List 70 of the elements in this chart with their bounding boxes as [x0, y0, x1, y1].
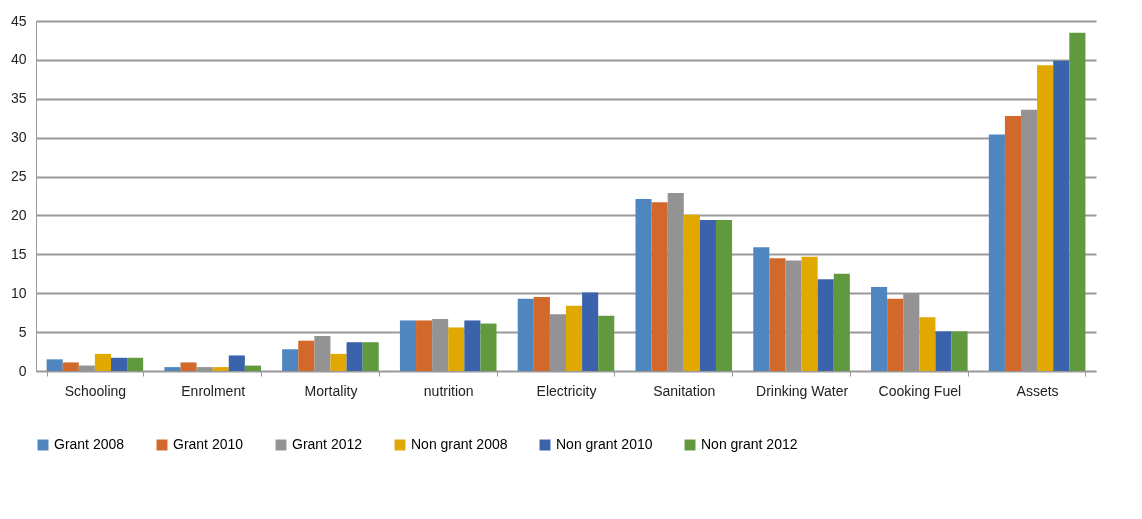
- bar: [244, 365, 261, 371]
- bar: [127, 357, 144, 371]
- bar: [180, 362, 197, 371]
- bar: [448, 327, 465, 371]
- bar: [598, 315, 615, 371]
- bar: [480, 323, 497, 371]
- bar: [951, 331, 968, 371]
- bar: [416, 320, 433, 371]
- y-tick-label: 25: [10, 168, 27, 185]
- bar: [282, 349, 299, 371]
- bar: [699, 220, 716, 371]
- bar: [683, 214, 700, 371]
- bar: [817, 279, 834, 371]
- legend-label: Grant 2012: [292, 436, 363, 452]
- bar: [753, 247, 770, 371]
- bar: [228, 355, 245, 371]
- bar: [362, 342, 379, 371]
- bar: [871, 287, 888, 371]
- bar: [533, 297, 550, 371]
- bar: [919, 317, 936, 371]
- bar: [110, 357, 128, 371]
- x-tick-label: Drinking Water: [756, 382, 849, 399]
- bar: [887, 298, 904, 371]
- legend-label: Grant 2008: [54, 436, 125, 452]
- bar: [769, 258, 786, 371]
- bar: [833, 273, 850, 371]
- bar: [1053, 60, 1070, 371]
- x-tick-label: Assets: [1016, 382, 1059, 399]
- x-tick-label: Enrolment: [181, 382, 246, 399]
- bar: [1004, 115, 1022, 371]
- bar: [582, 292, 599, 371]
- bar: [464, 320, 481, 371]
- bar: [330, 353, 347, 371]
- bar: [346, 342, 363, 371]
- y-tick-label: 35: [10, 90, 27, 107]
- bar: [801, 256, 818, 371]
- y-tick-label: 40: [10, 51, 27, 68]
- x-tick-label: Mortality: [304, 382, 358, 399]
- bar: [651, 202, 668, 371]
- bar: [94, 353, 111, 371]
- y-tick-label: 0: [18, 362, 27, 379]
- legend-label: Non grant 2012: [701, 436, 798, 452]
- x-tick-label: Schooling: [64, 382, 127, 399]
- x-tick-label: Cooking Fuel: [878, 382, 962, 399]
- bar: [62, 362, 79, 371]
- bar: [164, 367, 181, 371]
- bar: [715, 220, 733, 371]
- bar: [517, 298, 534, 371]
- y-tick-label: 5: [18, 323, 27, 340]
- y-tick-label: 30: [10, 129, 27, 146]
- x-tick-label: Electricity: [536, 382, 597, 399]
- y-tick-label: 20: [10, 206, 27, 223]
- bar: [935, 331, 952, 371]
- y-tick-label: 10: [10, 284, 27, 301]
- y-tick-label: 15: [10, 245, 27, 262]
- x-tick-label: nutrition: [423, 382, 474, 399]
- bar: [298, 340, 315, 371]
- y-tick-label: 45: [10, 12, 27, 29]
- x-tick-label: Sanitation: [653, 382, 716, 399]
- bar: [46, 359, 63, 371]
- bar: [1069, 32, 1086, 371]
- bar: [988, 134, 1005, 371]
- bar: [1037, 65, 1054, 371]
- legend-label: Non grant 2010: [556, 436, 653, 452]
- bar: [212, 367, 229, 371]
- legend-label: Non grant 2008: [411, 436, 508, 452]
- legend-label: Grant 2010: [173, 436, 244, 452]
- bar: [399, 320, 417, 371]
- bar: [566, 305, 583, 371]
- bar: [635, 199, 652, 371]
